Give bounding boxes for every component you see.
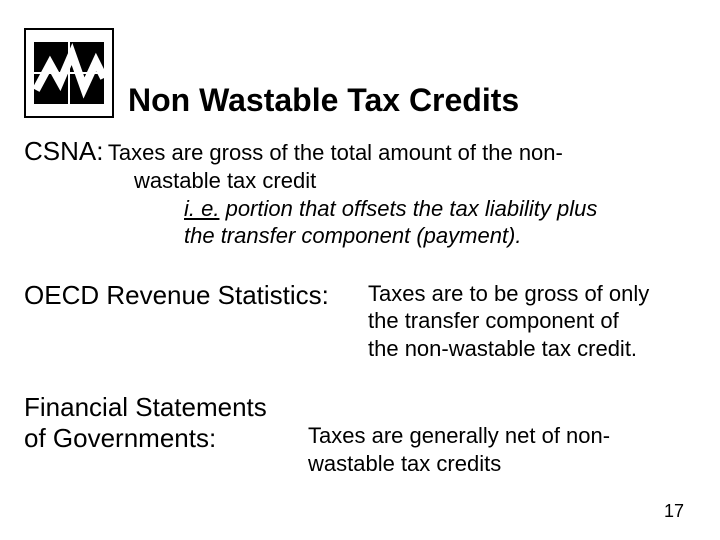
- fs-label-col: Financial Statements of Governments:: [24, 392, 284, 454]
- chart-line-icon: [26, 30, 112, 116]
- oecd-label: OECD Revenue Statistics:: [24, 280, 344, 311]
- oecd-line3: the non-wastable tax credit.: [368, 335, 649, 363]
- fs-label1: Financial Statements: [24, 392, 284, 423]
- csna-line4: the transfer component (payment).: [24, 222, 684, 250]
- page-number: 17: [664, 501, 684, 522]
- csna-line3: i. e. portion that offsets the tax liabi…: [24, 195, 684, 223]
- fs-body: Taxes are generally net of non- wastable…: [308, 392, 610, 477]
- fs-label2: of Governments:: [24, 423, 284, 454]
- oecd-body: Taxes are to be gross of only the transf…: [368, 280, 649, 363]
- fs-line2: wastable tax credits: [308, 450, 610, 478]
- oecd-line1: Taxes are to be gross of only: [368, 280, 649, 308]
- slide: Non Wastable Tax Credits CSNA: Taxes are…: [0, 0, 720, 540]
- csna-line1: Taxes are gross of the total amount of t…: [108, 140, 563, 165]
- section-oecd: OECD Revenue Statistics: Taxes are to be…: [24, 280, 684, 363]
- csna-row: CSNA: Taxes are gross of the total amoun…: [24, 136, 684, 167]
- section-financial-statements: Financial Statements of Governments: Tax…: [24, 392, 684, 477]
- section-csna: CSNA: Taxes are gross of the total amoun…: [24, 136, 684, 250]
- csna-ie: i. e.: [184, 196, 219, 221]
- csna-label: CSNA:: [24, 136, 103, 166]
- fs-line1: Taxes are generally net of non-: [308, 422, 610, 450]
- oecd-line2: the transfer component of: [368, 307, 649, 335]
- logo-chart-icon: [24, 28, 114, 118]
- slide-title: Non Wastable Tax Credits: [128, 83, 519, 118]
- header: Non Wastable Tax Credits: [24, 28, 684, 118]
- csna-line3b: portion that offsets the tax liability p…: [219, 196, 597, 221]
- csna-line2: wastable tax credit: [24, 167, 684, 195]
